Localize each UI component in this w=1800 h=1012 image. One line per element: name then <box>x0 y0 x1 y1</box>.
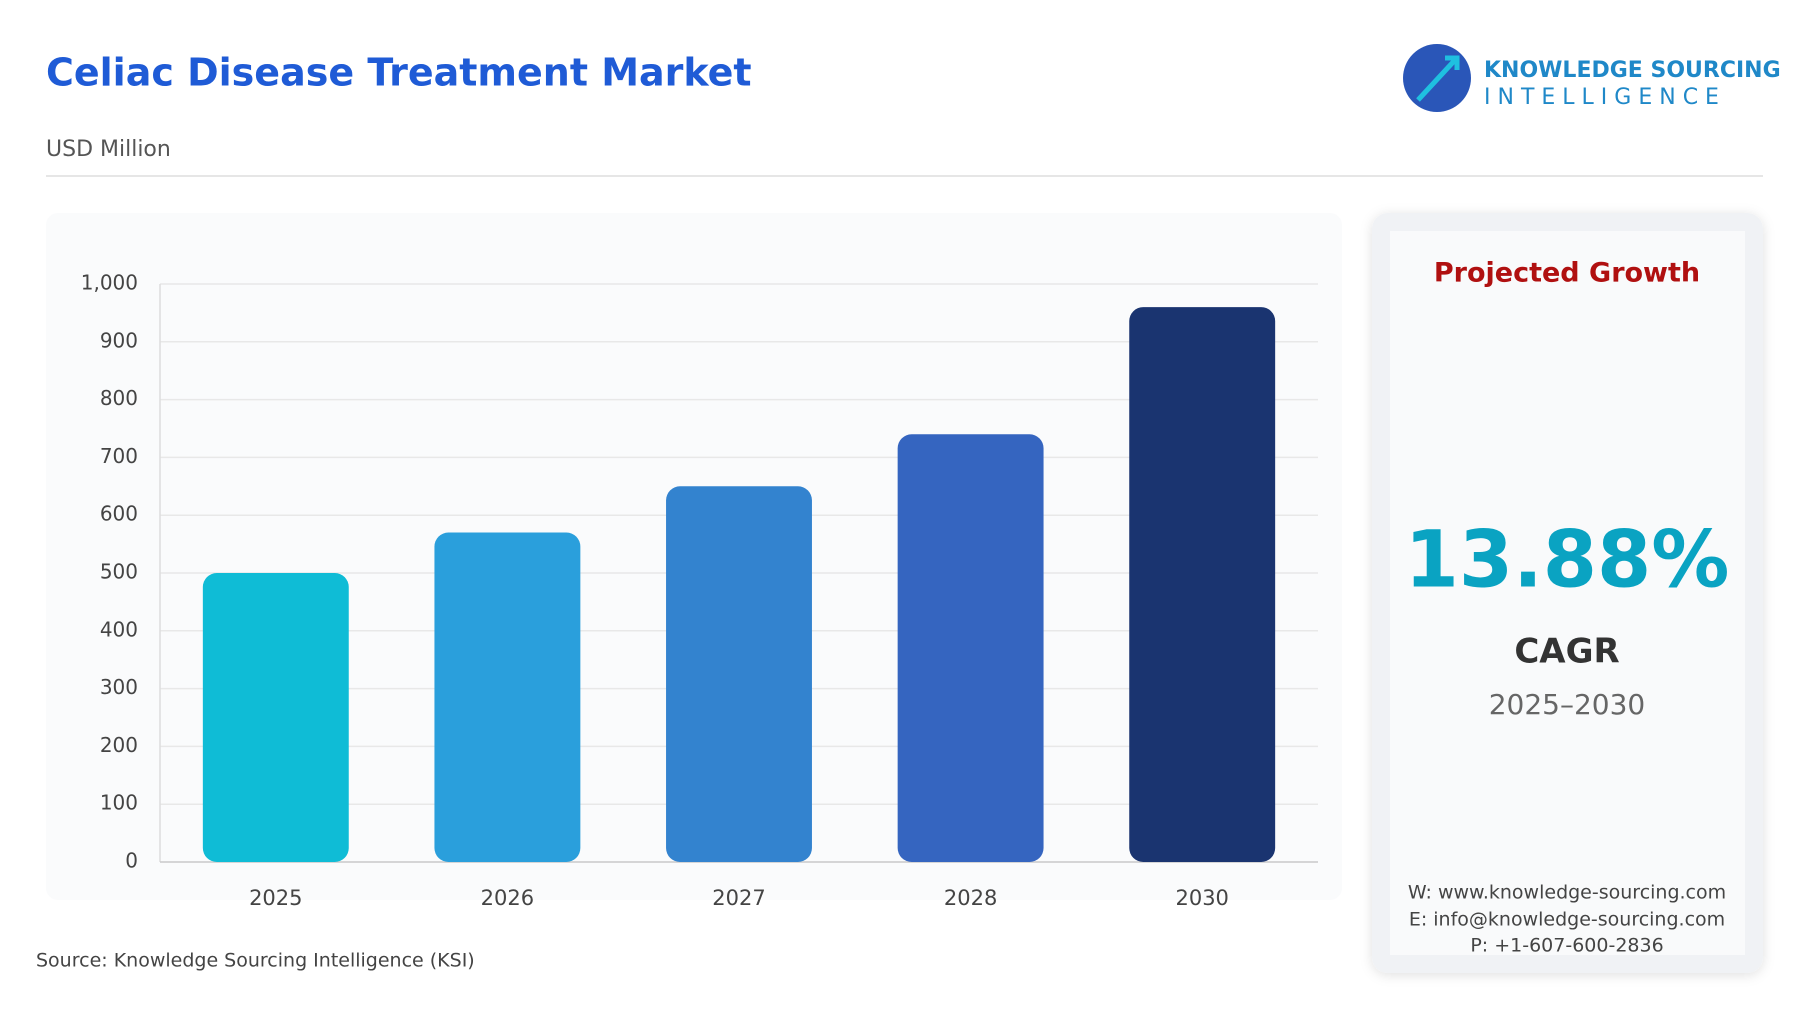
x-tick-label: 2027 <box>712 886 765 910</box>
contact: W: www.knowledge-sourcing.com <box>1408 882 1726 904</box>
logo-line1: KNOWLEDGE SOURCING <box>1484 58 1781 83</box>
chart-title: Celiac Disease Treatment Market <box>46 51 752 95</box>
cagr-period: 2025–2030 <box>1489 688 1646 721</box>
cagr-label: CAGR <box>1514 632 1619 672</box>
bar <box>666 486 812 862</box>
chart-subtitle: USD Million <box>46 137 171 162</box>
contact: E: info@knowledge-sourcing.com <box>1409 909 1725 931</box>
x-tick-label: 2030 <box>1175 886 1228 910</box>
logo-line2: INTELLIGENCE <box>1484 85 1726 110</box>
y-tick-label: 700 <box>100 444 138 468</box>
logo-arrow <box>1416 55 1460 102</box>
y-tick-label: 400 <box>100 617 138 641</box>
y-tick-label: 100 <box>100 791 138 815</box>
source: Source: Knowledge Sourcing Intelligence … <box>36 950 475 972</box>
bar <box>1129 307 1276 862</box>
plot: 0 100 200 300 400 500 600 700 800 900 1,000 2025 202… <box>81 271 1318 910</box>
y-tick-label: 500 <box>100 560 138 584</box>
y-tick-label: 1,000 <box>81 271 138 295</box>
growth-panel-inner <box>1390 231 1745 955</box>
bar <box>202 573 349 862</box>
x-tick-label: 2026 <box>481 886 534 910</box>
bar <box>897 434 1044 862</box>
y-tick-label: 900 <box>100 328 138 352</box>
cagr-value: 13.88% <box>1405 515 1730 605</box>
contact: P: +1-607-600-2836 <box>1470 935 1663 957</box>
x-tick-label: 2028 <box>944 886 997 910</box>
y-tick-label: 0 <box>125 849 138 873</box>
y-tick-label: 200 <box>100 733 138 757</box>
y-tick-label: 800 <box>100 386 138 410</box>
x-tick-label: 2025 <box>249 886 302 910</box>
bar <box>434 532 581 862</box>
logo: KNOWLEDGE SOURCING INTELLIGENCE <box>1403 44 1781 112</box>
y-tick-label: 300 <box>100 675 138 699</box>
y-tick-label: 600 <box>100 502 138 526</box>
panel-heading: Projected Growth <box>1434 258 1700 289</box>
